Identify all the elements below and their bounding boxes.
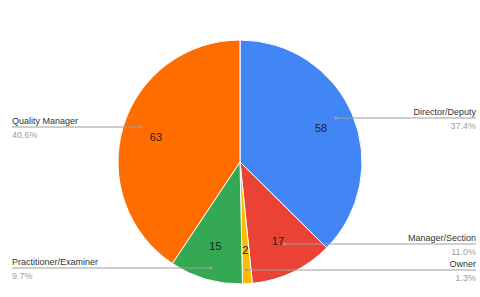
leader-line (336, 118, 476, 119)
percent-label: 9.7% (12, 271, 33, 281)
percent-label: 40.6% (12, 130, 38, 140)
slice-name: Practitioner/Examiner (12, 257, 98, 267)
leader-dot (210, 267, 213, 270)
leader-dot (245, 269, 248, 272)
leader-line (12, 268, 211, 269)
data-label: 2 (242, 244, 248, 256)
slice-name: Director/Deputy (413, 107, 476, 117)
slices (118, 40, 362, 284)
leader-line (12, 127, 141, 128)
slice-name: Owner (449, 259, 476, 269)
leader-line (285, 244, 476, 245)
leader-dot (334, 117, 337, 120)
percent-label: 37.4% (450, 121, 476, 131)
data-label: 15 (209, 240, 221, 252)
slice-name: Quality Manager (12, 116, 78, 126)
chart-container: 58 Director/Deputy 37.4% 17 Manager/Section 1… (0, 0, 480, 297)
percent-label: 1.3% (455, 273, 476, 283)
leader-dot (283, 243, 286, 246)
data-label: 63 (150, 131, 162, 143)
labels: 58 Director/Deputy 37.4% 17 Manager/Section 1… (12, 107, 476, 283)
data-label: 17 (272, 235, 284, 247)
percent-label: 11.0% (451, 247, 476, 257)
leader-dot (139, 126, 142, 129)
data-label: 58 (315, 122, 327, 134)
pie-slice (118, 40, 240, 264)
pie-chart: 58 Director/Deputy 37.4% 17 Manager/Section 1… (0, 0, 480, 297)
pie-slice (240, 162, 327, 283)
leader-line (246, 270, 476, 271)
slice-name: Manager/Section (408, 233, 476, 243)
